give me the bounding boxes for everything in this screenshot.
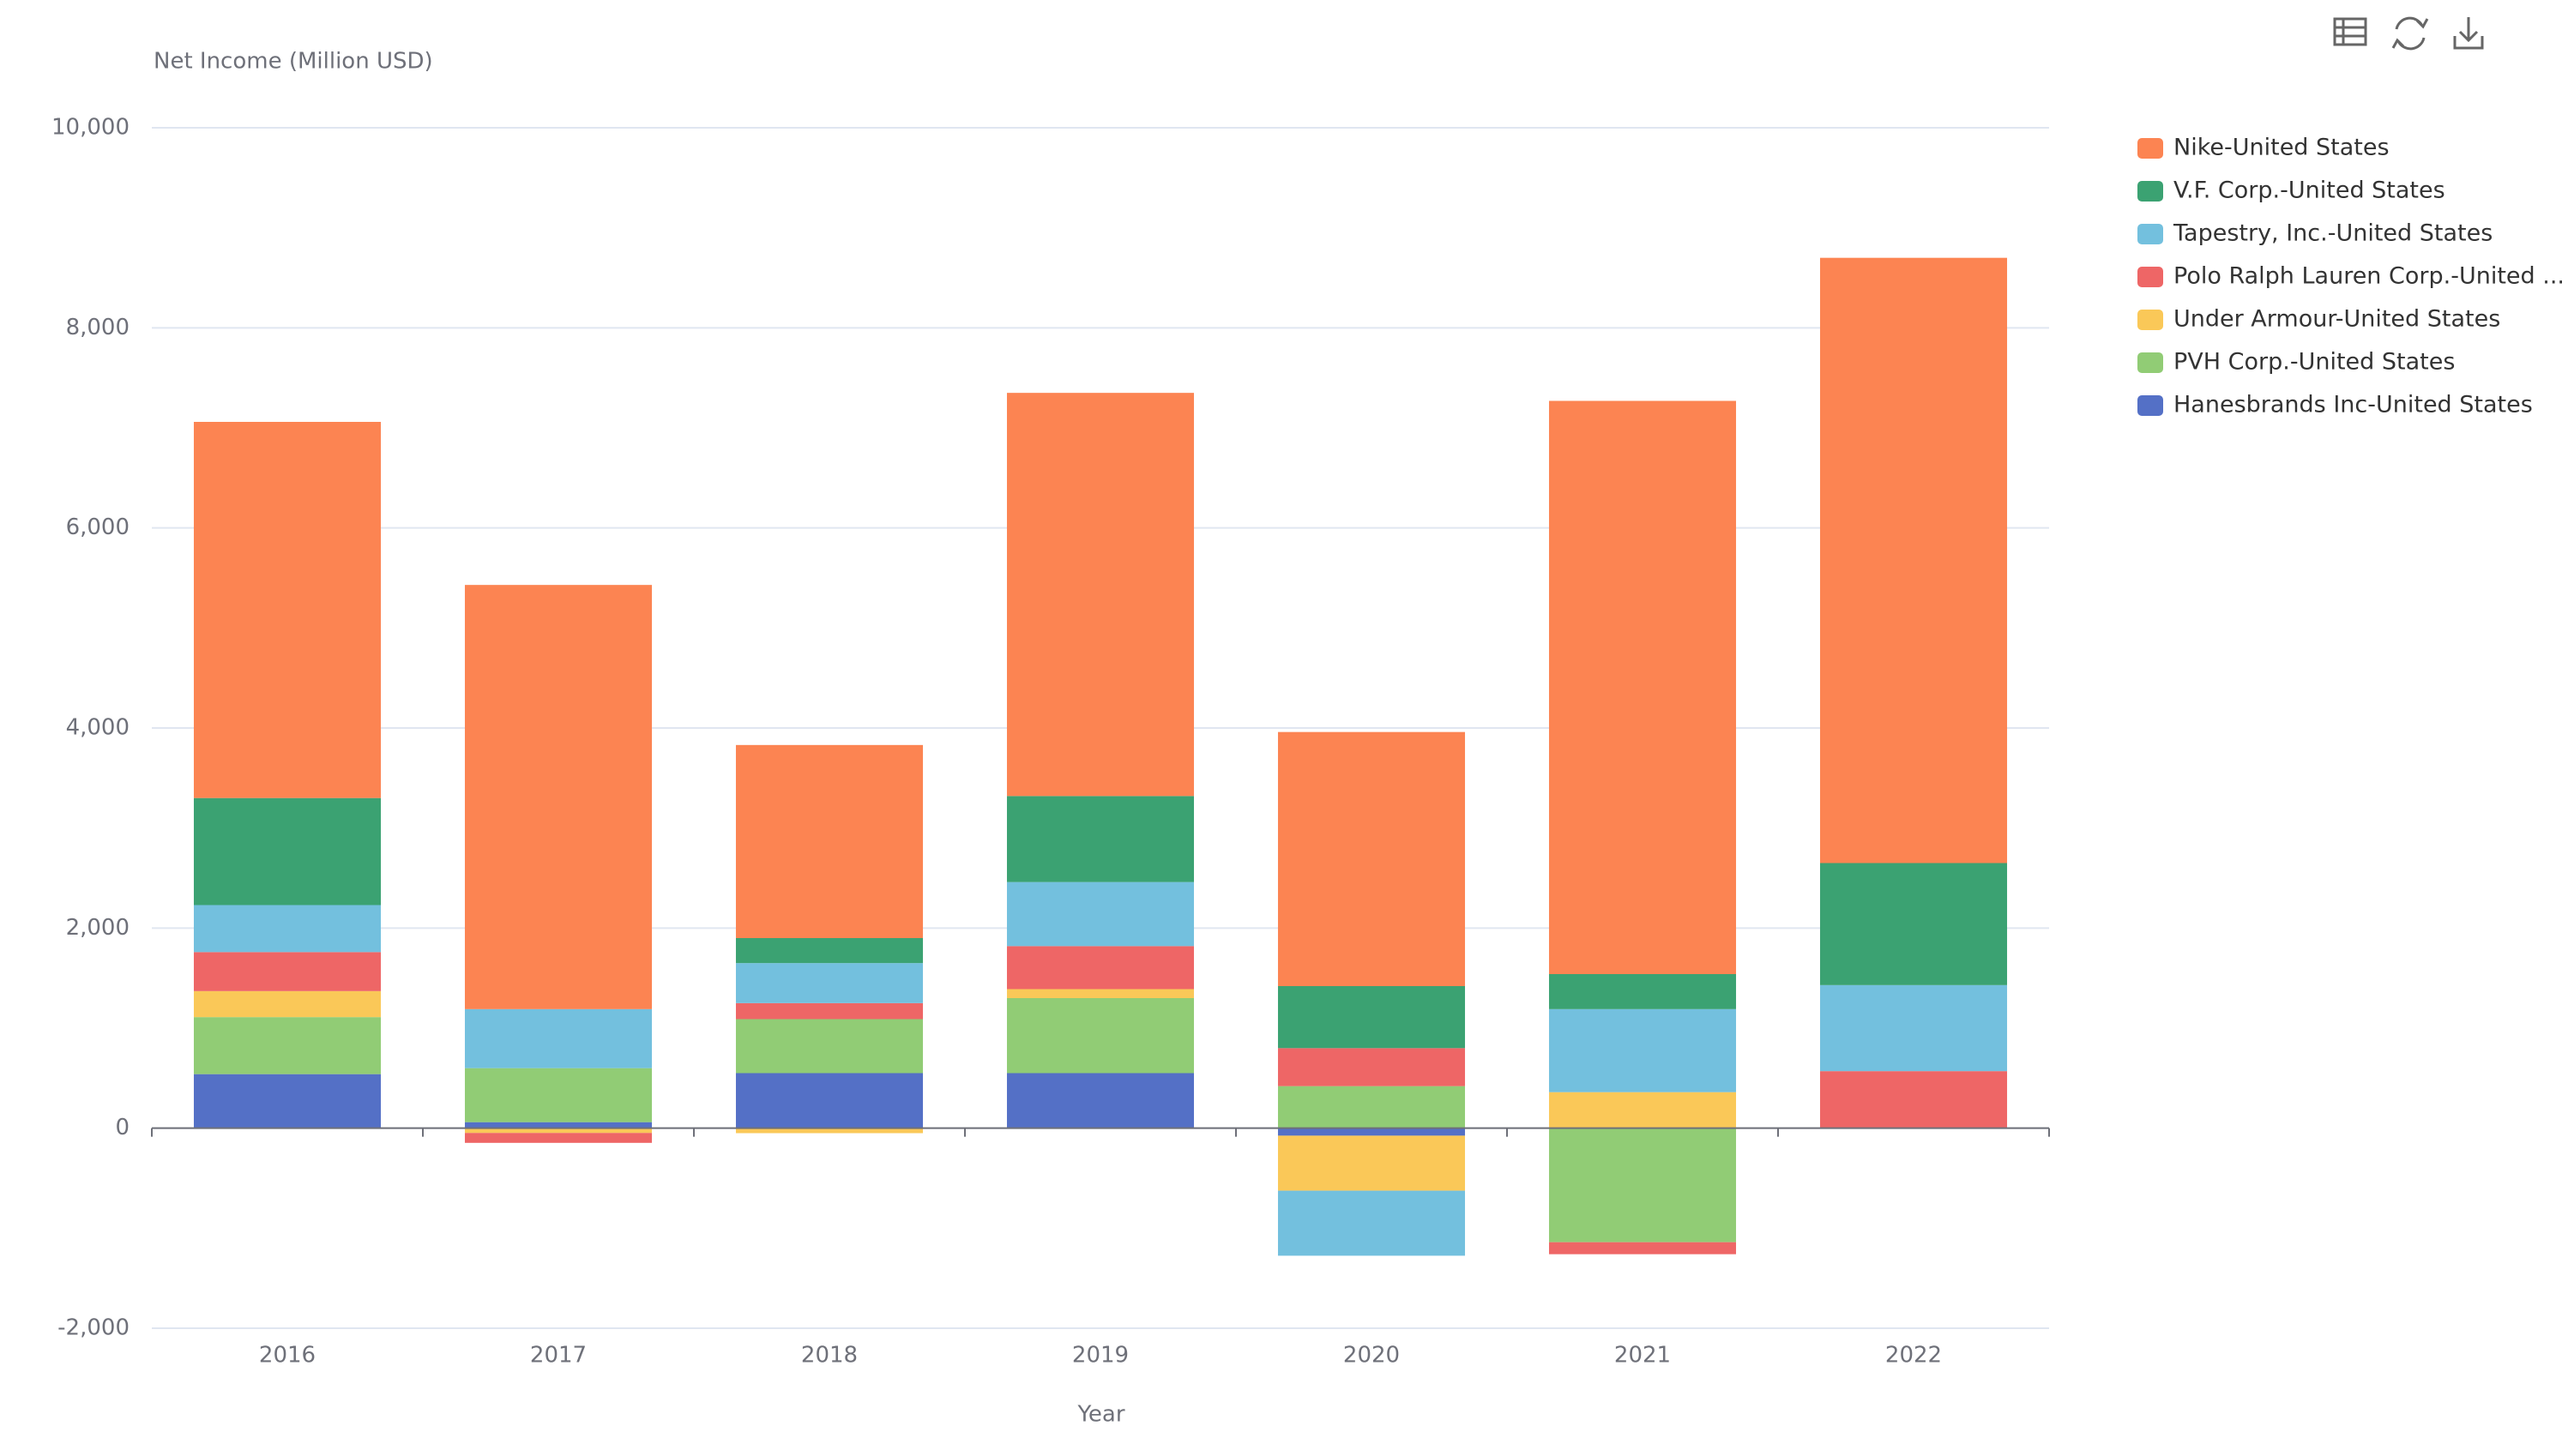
bar-segment [1277, 731, 1466, 986]
bar-segment [1006, 796, 1195, 882]
x-axis-title: Year [1076, 1402, 1124, 1428]
bar-segment [1819, 1071, 2008, 1128]
bar-segment [1277, 1135, 1466, 1191]
bar-segment [193, 1074, 382, 1128]
x-tick-label: 2020 [1343, 1343, 1400, 1369]
x-tick-label: 2022 [1885, 1343, 1942, 1369]
y-tick-label: 4,000 [66, 715, 130, 741]
bar-segment [735, 963, 924, 1003]
bar-segment [1277, 986, 1466, 1049]
y-axis-title: Net Income (Million USD) [154, 49, 433, 75]
download-button[interactable] [2453, 17, 2484, 50]
legend-swatch [2137, 181, 2163, 202]
bar-segment [735, 1073, 924, 1128]
bar-segment [1548, 400, 1737, 974]
legend-swatch [2137, 224, 2163, 244]
y-tick-label: 0 [115, 1115, 130, 1140]
bar-segment [464, 585, 653, 1009]
bar-segment [193, 952, 382, 991]
bar-segment [1277, 1190, 1466, 1256]
legend-swatch [2137, 267, 2163, 287]
bar-segment [1006, 1073, 1195, 1128]
restore-button[interactable] [2391, 16, 2429, 51]
legend-label: Nike-United States [2173, 135, 2390, 161]
bar-segment [1548, 1008, 1737, 1092]
legend-swatch [2137, 138, 2163, 159]
bar-segment [735, 1019, 924, 1074]
bar-segment [193, 422, 382, 798]
bar-segment [193, 990, 382, 1018]
legend-swatch [2137, 352, 2163, 373]
bar-segment [1006, 393, 1195, 797]
bar-segment [735, 1002, 924, 1020]
legend-label: Polo Ralph Lauren Corp.-United ... [2173, 263, 2562, 290]
bar-segment [464, 1128, 653, 1134]
bar-segment [193, 797, 382, 905]
y-tick-label: 10,000 [51, 115, 130, 141]
y-tick-label: 6,000 [66, 514, 130, 540]
bar-segment [1006, 989, 1195, 998]
bar-segment [1548, 974, 1737, 1009]
x-tick-label: 2021 [1614, 1343, 1671, 1369]
bar-segment [1819, 984, 2008, 1072]
legend-label: PVH Corp.-United States [2173, 349, 2455, 376]
legend-label: Tapestry, Inc.-United States [2173, 220, 2493, 247]
bar-segment [1006, 881, 1195, 947]
bar-segment [193, 905, 382, 953]
legend-swatch [2137, 395, 2163, 416]
data-view-button[interactable] [2333, 17, 2367, 46]
bar-segment [1548, 1242, 1737, 1254]
bar-segment [1819, 257, 2008, 863]
x-tick-label: 2016 [259, 1343, 316, 1369]
y-tick-label: -2,000 [57, 1315, 130, 1341]
toolbar [2333, 16, 2484, 51]
bar-segment [464, 1133, 653, 1143]
bar-segment [1548, 1092, 1737, 1128]
bar-segment [464, 1008, 653, 1068]
bar-segment [735, 938, 924, 964]
bar-segment [1819, 863, 2008, 985]
x-tick-label: 2018 [801, 1343, 858, 1369]
bar-segment [1277, 1128, 1466, 1136]
y-tick-label: 2,000 [66, 915, 130, 941]
legend-label: Hanesbrands Inc-United States [2173, 392, 2533, 418]
bar-segment [464, 1068, 653, 1122]
bar-segment [1277, 1048, 1466, 1086]
bar-segment [1277, 1086, 1466, 1128]
bar-segment [1006, 998, 1195, 1074]
bar-segment [735, 1128, 924, 1134]
y-tick-label: 8,000 [66, 315, 130, 340]
legend-swatch [2137, 310, 2163, 330]
x-tick-label: 2019 [1072, 1343, 1129, 1369]
legend-label: V.F. Corp.-United States [2173, 177, 2445, 204]
x-tick-label: 2017 [530, 1343, 587, 1369]
bar-segment [193, 1017, 382, 1074]
legend-label: Under Armour-United States [2173, 306, 2500, 333]
bar-segment [1006, 946, 1195, 990]
bar-segment [1548, 1128, 1737, 1242]
bar-segment [464, 1122, 653, 1128]
bar-segment [735, 744, 924, 938]
